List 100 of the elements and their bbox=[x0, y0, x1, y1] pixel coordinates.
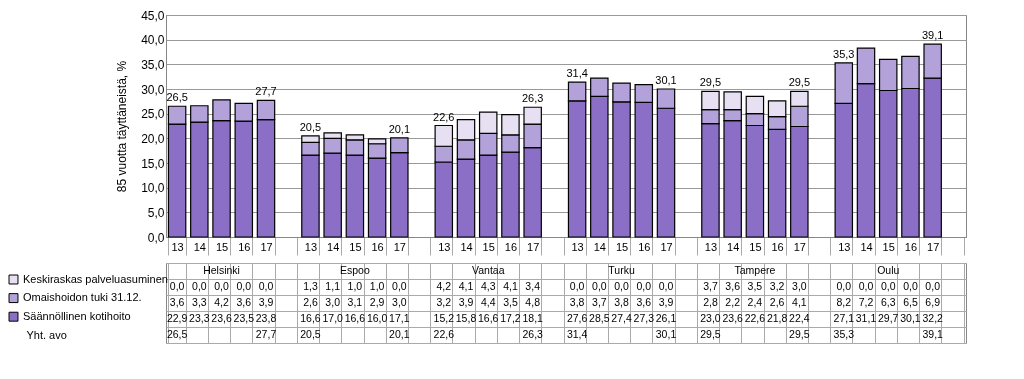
data-label: 1,0 bbox=[347, 280, 363, 292]
data-label: 0,0 bbox=[903, 280, 918, 292]
x-tick-label: 16 bbox=[238, 240, 251, 253]
x-tick-label: 13 bbox=[171, 240, 184, 253]
total-label: 20,5 bbox=[299, 120, 322, 133]
data-label: 3,1 bbox=[347, 296, 363, 308]
data-label: 0,0 bbox=[880, 280, 896, 292]
data-label: 23,5 bbox=[233, 312, 255, 324]
data-label: 18,1 bbox=[522, 312, 544, 324]
data-label: 3,9 bbox=[258, 296, 274, 308]
text: Yht. avo bbox=[26, 328, 67, 341]
data-label: 2,9 bbox=[369, 296, 385, 308]
data-label: 0,0 bbox=[858, 280, 874, 292]
data-label: 0,0 bbox=[169, 280, 185, 292]
data-label: 2,8 bbox=[703, 296, 718, 308]
total-label: 29,5 bbox=[699, 76, 722, 89]
data-label: 4,2 bbox=[214, 296, 230, 308]
data-label: 4,1 bbox=[458, 280, 474, 292]
x-tick-label: 16 bbox=[771, 240, 784, 253]
data-label: 23,6 bbox=[211, 312, 232, 324]
total-label: 31,4 bbox=[566, 67, 588, 80]
data-label: 2,2 bbox=[725, 296, 741, 308]
data-label: 3,9 bbox=[658, 296, 674, 308]
data-label: 23,8 bbox=[255, 312, 277, 324]
legend-label: Säännöllinen kotihoito bbox=[23, 309, 131, 322]
x-tick-label: 14 bbox=[860, 240, 873, 253]
y-tick-label: 0,0 bbox=[147, 230, 165, 245]
data-label: 23,3 bbox=[189, 312, 210, 324]
data-label: 4,2 bbox=[436, 280, 452, 292]
data-label: 3,0 bbox=[325, 296, 341, 308]
total-label: 22,6 bbox=[433, 110, 455, 123]
data-label: 3,2 bbox=[436, 296, 452, 308]
x-tick-label: 14 bbox=[727, 240, 740, 253]
text: Vantaa bbox=[471, 264, 505, 276]
total-label: 20,1 bbox=[388, 122, 411, 135]
data-label: 0,0 bbox=[392, 280, 407, 292]
x-tick-label: 16 bbox=[638, 240, 651, 253]
total-label: 29,5 bbox=[788, 76, 811, 89]
text: 20,5 bbox=[300, 328, 321, 340]
data-label: 3,0 bbox=[392, 296, 407, 308]
data-label: 1,1 bbox=[325, 280, 341, 292]
text: Tampere bbox=[734, 264, 776, 276]
data-label: 17,2 bbox=[500, 312, 521, 324]
data-label: 0,0 bbox=[925, 280, 941, 292]
data-label: 29,7 bbox=[878, 312, 899, 324]
data-label: 3,6 bbox=[725, 280, 741, 292]
text: 29,5 bbox=[700, 328, 721, 340]
data-label: 1,3 bbox=[303, 280, 318, 292]
data-label: 27,1 bbox=[833, 312, 855, 324]
data-label: 16,6 bbox=[344, 312, 366, 324]
x-tick-label: 15 bbox=[349, 240, 362, 253]
data-label: 3,8 bbox=[614, 296, 630, 308]
data-label: 3,6 bbox=[236, 296, 252, 308]
text: 26,3 bbox=[522, 328, 543, 340]
x-tick-label: 16 bbox=[371, 240, 384, 253]
data-label: 27,3 bbox=[633, 312, 655, 324]
text: 31,4 bbox=[566, 328, 588, 340]
data-label: 16,6 bbox=[478, 312, 499, 324]
data-label: 3,3 bbox=[192, 296, 207, 308]
data-label: 27,6 bbox=[566, 312, 588, 324]
y-tick-label: 35,0 bbox=[141, 57, 165, 72]
x-tick-label: 17 bbox=[793, 240, 806, 253]
x-tick-label: 15 bbox=[615, 240, 629, 253]
text: 22,6 bbox=[433, 328, 454, 340]
x-tick-label: 17 bbox=[260, 240, 273, 253]
text: Espoo bbox=[340, 264, 370, 276]
legend-label: Omaishoidon tuki 31.12. bbox=[23, 291, 142, 304]
x-tick-label: 15 bbox=[482, 240, 495, 253]
text: Oulu bbox=[877, 264, 900, 276]
text: 29,5 bbox=[789, 328, 810, 340]
data-label: 3,7 bbox=[592, 296, 607, 308]
x-tick-label: 14 bbox=[327, 240, 340, 253]
data-label: 2,6 bbox=[303, 296, 318, 308]
y-axis-title: 85 vuotta täyttäneistä, % bbox=[115, 60, 130, 193]
data-label: 4,3 bbox=[480, 280, 496, 292]
x-tick-label: 14 bbox=[460, 240, 473, 253]
data-label: 0,0 bbox=[592, 280, 607, 292]
x-tick-label: 15 bbox=[882, 240, 895, 253]
text: Turku bbox=[608, 264, 635, 276]
data-label: 3,5 bbox=[503, 296, 518, 308]
data-label: 22,9 bbox=[166, 312, 188, 324]
y-tick-label: 10,0 bbox=[141, 181, 165, 196]
data-label: 8,2 bbox=[836, 296, 852, 308]
text: 26,5 bbox=[166, 328, 188, 340]
data-label: 23,6 bbox=[722, 312, 744, 324]
data-label: 0,0 bbox=[236, 280, 252, 292]
total-label: 35,3 bbox=[833, 47, 855, 60]
text: Helsinki bbox=[203, 264, 240, 276]
total-label: 30,1 bbox=[655, 74, 677, 86]
data-label: 2,6 bbox=[769, 296, 785, 308]
data-label: 6,3 bbox=[880, 296, 896, 308]
data-label: 4,1 bbox=[503, 280, 518, 292]
total-label: 26,3 bbox=[521, 92, 544, 105]
text: 27,7 bbox=[255, 328, 277, 340]
x-tick-label: 13 bbox=[704, 240, 718, 253]
x-tick-label: 13 bbox=[838, 240, 851, 253]
y-tick-label: 40,0 bbox=[141, 33, 165, 48]
data-label: 1,0 bbox=[369, 280, 385, 292]
data-label: 7,2 bbox=[858, 296, 874, 308]
data-label: 3,6 bbox=[636, 296, 652, 308]
